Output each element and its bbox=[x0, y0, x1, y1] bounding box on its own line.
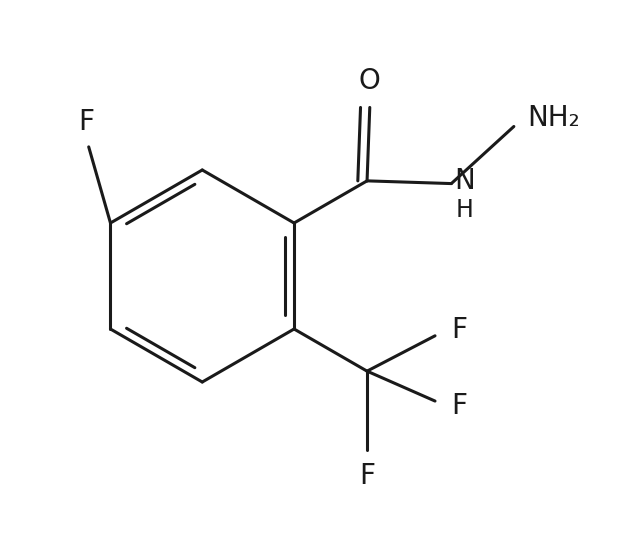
Text: O: O bbox=[359, 67, 381, 95]
Text: F: F bbox=[452, 316, 467, 344]
Text: H: H bbox=[456, 198, 474, 222]
Text: F: F bbox=[78, 108, 94, 136]
Text: F: F bbox=[359, 462, 375, 490]
Text: F: F bbox=[452, 392, 467, 421]
Text: N: N bbox=[454, 167, 475, 195]
Text: NH₂: NH₂ bbox=[527, 104, 580, 132]
